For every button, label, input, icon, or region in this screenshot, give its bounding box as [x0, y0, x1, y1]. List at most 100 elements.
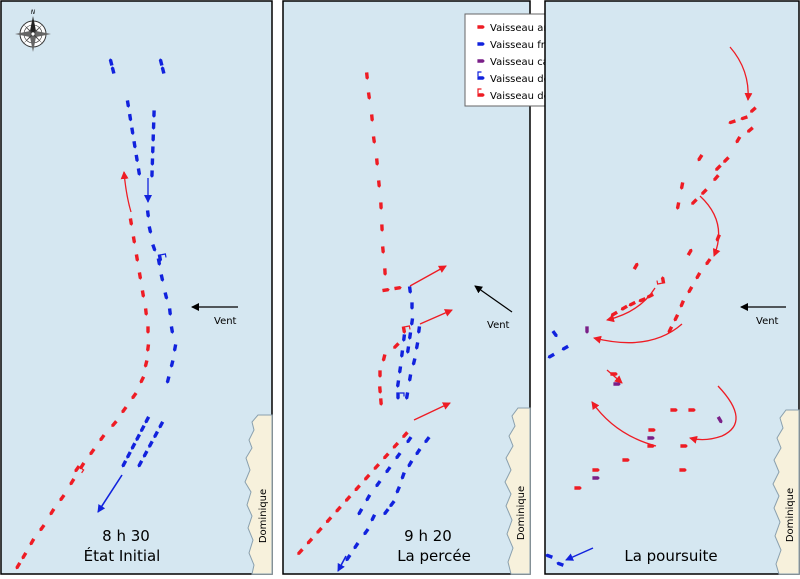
french-movement-arrow	[97, 474, 123, 513]
legend-item-french: Vaisseau français	[477, 40, 577, 51]
french-ship-icon	[365, 494, 372, 502]
english-ship-icon	[701, 188, 708, 195]
panel-3: Vent Dominique La poursuite	[544, 0, 800, 575]
french-ship-icon	[477, 42, 485, 46]
panel-2-island	[504, 407, 531, 575]
panel-2-wind-label: Vent	[487, 320, 510, 331]
french-ship-icon	[407, 286, 412, 294]
english-ship-icon	[143, 360, 149, 368]
english-ship-icon	[371, 136, 376, 144]
english-ship-icon	[111, 420, 118, 427]
english-ship-icon	[39, 524, 46, 532]
french-ship-icon	[108, 58, 114, 66]
french-ship-icon	[410, 318, 415, 326]
english-ship-icon	[131, 236, 137, 244]
english-ship-icon	[679, 468, 687, 472]
french-movement-arrow	[565, 547, 594, 561]
french-ship-icon	[142, 450, 149, 458]
panel-3-sea	[544, 0, 800, 575]
english-ship-icon	[667, 326, 674, 334]
english-ship-icon	[670, 408, 678, 412]
french-ship-icon	[389, 500, 396, 508]
french-ship-icon	[158, 421, 165, 429]
english-ship-icon	[680, 444, 688, 448]
english-movement-arrow	[120, 171, 132, 213]
compass-rose-icon: N	[15, 9, 51, 52]
legend-item-rodney: Vaisseau de Rodney	[477, 88, 590, 102]
english-ship-icon	[402, 431, 409, 438]
english-movement-arrow	[413, 402, 451, 421]
english-ship-icon	[131, 392, 138, 400]
panel-2-title: La percée	[397, 547, 471, 565]
french-ship-icon	[150, 170, 154, 178]
english-ship-icon	[379, 202, 383, 210]
french-ship-icon	[134, 154, 139, 163]
english-ship-icon	[628, 300, 636, 307]
english-ship-icon	[364, 473, 371, 481]
rodney-ship-icon	[656, 276, 666, 285]
french-ship-icon	[151, 122, 156, 130]
english-ship-icon	[316, 526, 323, 534]
legend-item-label: Vaisseau anglais	[490, 23, 573, 34]
legend-item-label: Vaisseau de Rodney	[490, 91, 590, 102]
french-ship-icon	[159, 274, 165, 282]
english-pursuit-arrow	[689, 385, 737, 444]
french-ship-icon	[145, 210, 150, 218]
french-ship-icon	[127, 113, 133, 122]
english-ship-icon	[673, 314, 680, 322]
french-ship-icon	[415, 448, 422, 456]
english-ship-icon	[688, 408, 696, 412]
french-ship-icon	[147, 440, 154, 448]
english-ship-icon	[697, 154, 704, 162]
english-ship-icon	[143, 308, 148, 316]
english-ship-icon	[366, 92, 371, 100]
french-ship-icon	[167, 308, 172, 316]
english-pursuit-arrow	[591, 401, 657, 447]
french-ship-icon	[547, 352, 555, 359]
french-ship-icon	[144, 416, 151, 424]
french-ship-icon	[153, 430, 159, 439]
french-ship-icon	[545, 553, 553, 559]
degrasse-ship-icon	[157, 253, 167, 262]
french-ship-icon	[406, 346, 411, 354]
french-ship-icon	[110, 66, 116, 74]
panel-1-ships	[15, 58, 178, 570]
compass-north-label: N	[31, 9, 36, 16]
french-ship-icon	[130, 127, 135, 135]
french-ship-icon	[135, 433, 141, 441]
french-ship-icon	[172, 344, 178, 352]
english-ship-icon	[679, 300, 685, 308]
rodney-ship-icon	[477, 88, 485, 97]
panel-1-wind-label: Vent	[214, 316, 237, 327]
french-ship-icon	[150, 158, 155, 166]
english-ship-icon	[723, 156, 730, 163]
english-ship-icon	[715, 164, 722, 171]
french-ship-icon	[398, 366, 403, 374]
english-ship-icon	[140, 290, 146, 298]
english-ship-icon	[679, 182, 685, 190]
english-ship-icon	[59, 494, 66, 502]
french-ship-icon	[151, 146, 155, 154]
french-ship-icon	[400, 472, 406, 480]
english-ship-icon	[15, 562, 22, 570]
french-ship-icon	[152, 110, 156, 118]
english-ship-icon	[373, 463, 381, 470]
english-ship-icon	[383, 268, 387, 276]
english-ship-icon	[139, 376, 146, 384]
english-ship-icon	[695, 272, 702, 280]
french-ship-icon	[375, 480, 382, 488]
english-ship-icon	[638, 297, 646, 303]
english-ship-icon	[713, 174, 720, 181]
french-ship-icon	[136, 168, 142, 176]
english-movement-arrow	[409, 265, 447, 287]
english-pursuit-arrow	[606, 369, 623, 384]
captured-ship-icon	[647, 436, 655, 440]
english-ship-icon	[574, 486, 582, 490]
panel-1-arrows	[97, 171, 238, 513]
english-ship-icon	[394, 285, 402, 291]
english-ship-icon	[747, 126, 754, 133]
panel-1-island-label: Dominique	[258, 489, 269, 543]
english-ship-icon	[325, 516, 333, 523]
english-ship-icon	[354, 484, 361, 492]
